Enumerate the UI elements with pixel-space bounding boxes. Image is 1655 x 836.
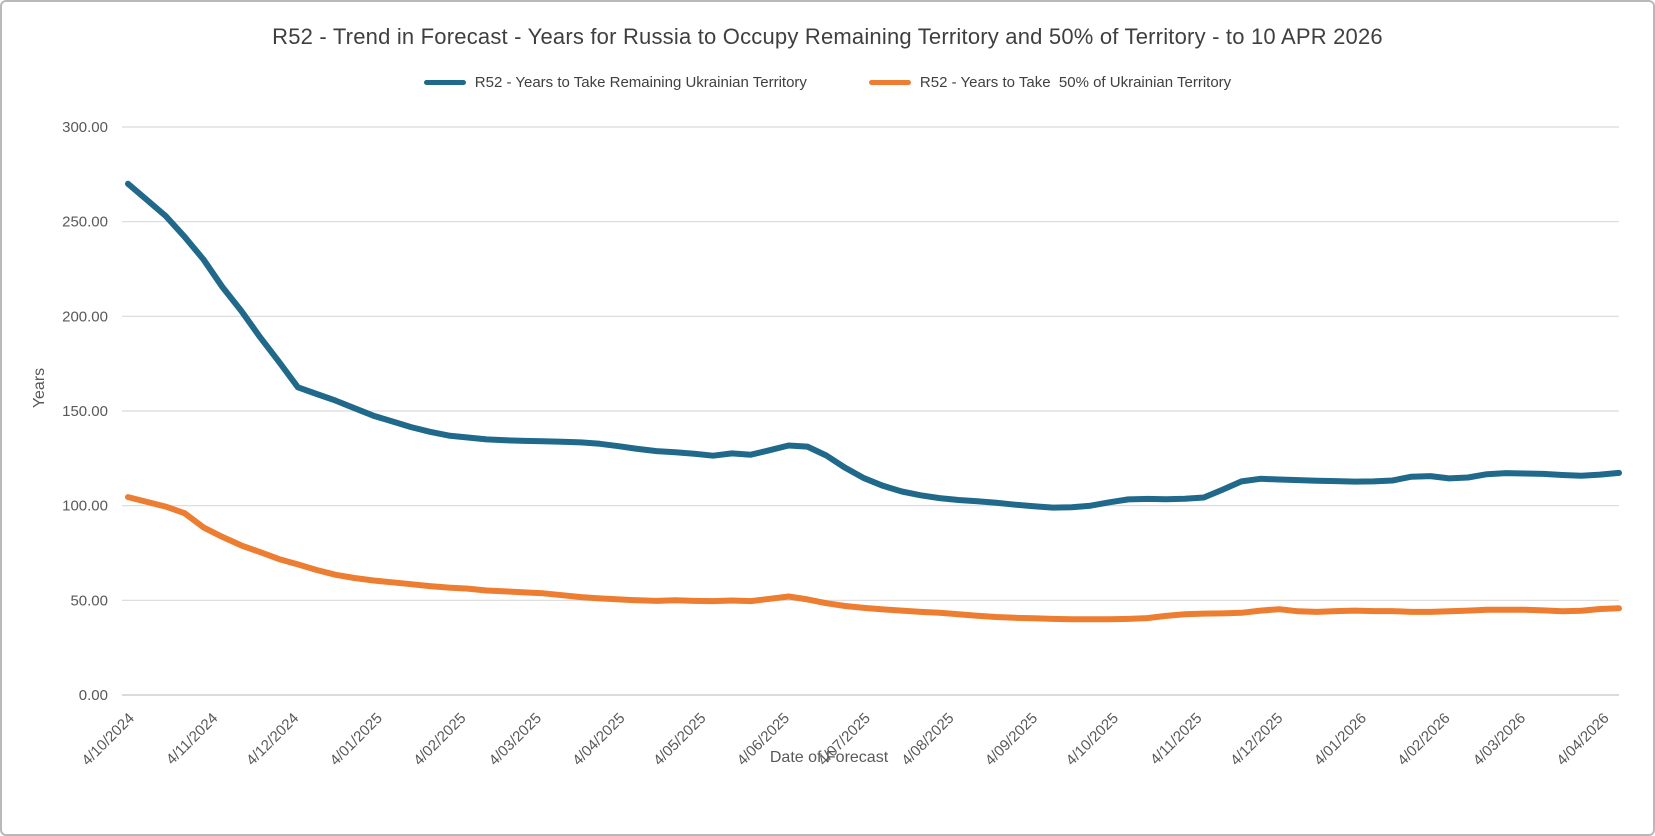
series-line-remaining-territory xyxy=(125,180,1622,511)
y-axis-title: Years xyxy=(31,367,48,409)
legend-item-remaining-territory: R52 - Years to Take Remaining Ukrainian … xyxy=(423,74,807,91)
legend-label-50pct: R52 - Years to Take 50% of Ukrainian Ter… xyxy=(919,74,1232,91)
legend-line-swatch-50pct xyxy=(868,79,911,86)
legend-line-swatch-remaining xyxy=(423,79,466,86)
x-tick-label: 4/04/2025 xyxy=(569,710,628,769)
x-tick-label: 4/12/2025 xyxy=(1227,710,1286,769)
x-tick-label: 4/11/2025 xyxy=(1147,710,1205,768)
legend-item-50pct-territory: R52 - Years to Take 50% of Ukrainian Ter… xyxy=(868,74,1232,91)
x-tick-label: 4/05/2025 xyxy=(650,710,709,769)
x-tick-label: 4/04/2026 xyxy=(1553,710,1612,769)
x-tick-label: 4/10/2024 xyxy=(79,710,138,769)
x-tick-label: 4/12/2024 xyxy=(243,710,302,769)
series-line-50pct-territory xyxy=(125,494,1622,623)
y-tick-label: 50.00 xyxy=(70,592,108,609)
x-tick-label: 4/09/2025 xyxy=(982,710,1041,769)
y-tick-label: 250.00 xyxy=(62,214,108,231)
x-tick-label: 4/01/2025 xyxy=(327,710,386,769)
y-tick-label: 150.00 xyxy=(62,403,108,420)
x-tick-label: 4/10/2025 xyxy=(1063,710,1122,769)
y-tick-label: 300.00 xyxy=(62,119,108,136)
chart-title: R52 - Trend in Forecast - Years for Russ… xyxy=(272,24,1383,49)
x-axis-title: Date of Forecast xyxy=(769,749,889,766)
legend: R52 - Years to Take Remaining Ukrainian … xyxy=(2,74,1653,91)
x-tick-label: 4/11/2024 xyxy=(163,710,221,768)
x-tick-label: 4/02/2026 xyxy=(1394,710,1453,769)
y-tick-label: 200.00 xyxy=(62,308,108,325)
y-tick-label: 0.00 xyxy=(79,687,108,704)
legend-label-remaining: R52 - Years to Take Remaining Ukrainian … xyxy=(474,74,807,91)
x-tick-label: 4/01/2026 xyxy=(1311,710,1370,769)
x-tick-label: 4/03/2026 xyxy=(1470,710,1529,769)
x-tick-label: 4/02/2025 xyxy=(410,710,469,769)
y-tick-label: 100.00 xyxy=(62,498,108,515)
x-tick-label: 4/03/2025 xyxy=(486,710,545,769)
